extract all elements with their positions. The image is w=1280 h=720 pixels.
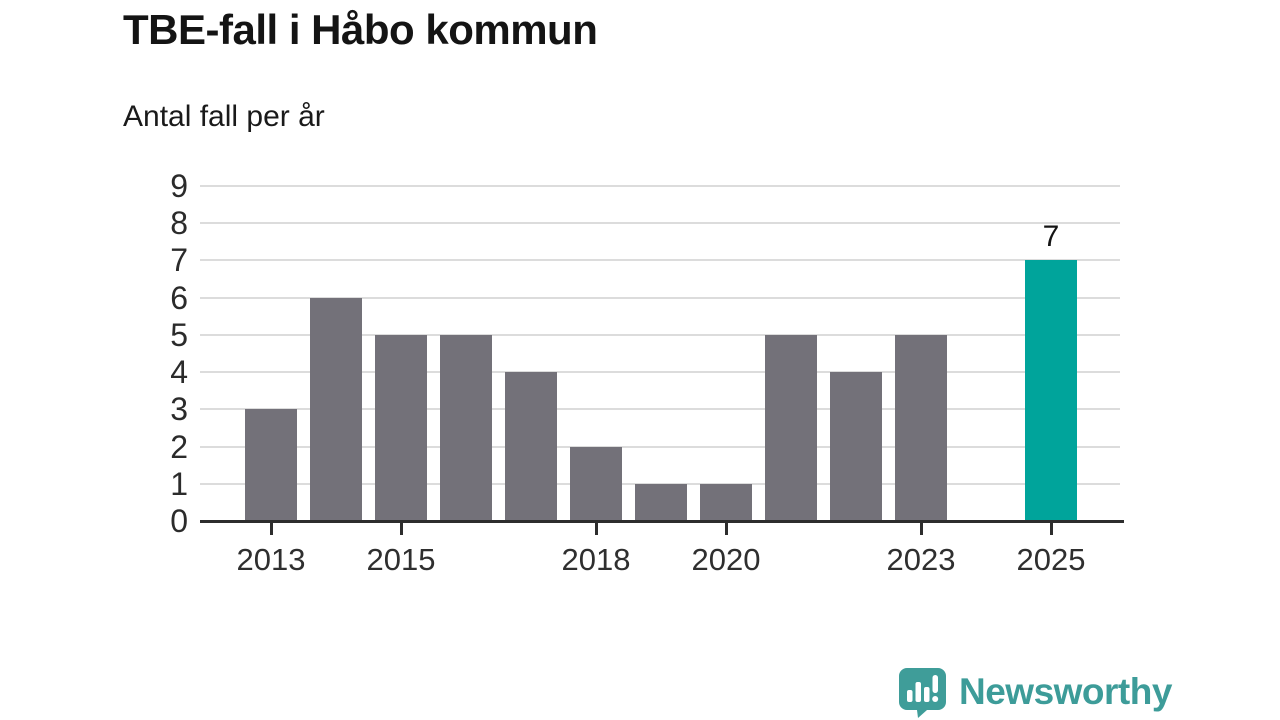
x-axis-label-2020: 2020 (691, 542, 761, 577)
gridline-y3 (200, 408, 1120, 411)
x-axis-line (200, 520, 1124, 523)
y-axis-label-1: 1 (170, 465, 188, 502)
gridline-y6 (200, 296, 1120, 299)
bar-2023 (895, 334, 947, 521)
bar-2015 (375, 334, 427, 521)
bar-value-label-2025: 7 (1042, 220, 1060, 254)
x-tick-2018 (594, 523, 598, 535)
chart-subtitle: Antal fall per år (123, 100, 325, 133)
x-tick-2023 (919, 523, 923, 535)
x-tick-2025 (1049, 523, 1053, 535)
y-axis-label-7: 7 (170, 242, 188, 279)
bar-2021 (765, 334, 817, 521)
gridline-y2 (200, 445, 1120, 448)
bar-2013 (245, 409, 297, 521)
x-tick-2013 (269, 523, 273, 535)
bar-2017 (505, 372, 557, 521)
y-axis-label-5: 5 (170, 316, 188, 353)
gridline-y4 (200, 371, 1120, 374)
bar-2018 (570, 446, 622, 521)
y-axis-label-2: 2 (170, 428, 188, 465)
bar-2020 (700, 483, 752, 521)
gridline-y8 (200, 222, 1120, 225)
x-tick-2020 (724, 523, 728, 535)
x-axis-label-2013: 2013 (236, 542, 306, 577)
chart-title: TBE-fall i Håbo kommun (123, 6, 598, 53)
gridline-y5 (200, 333, 1120, 336)
x-axis-label-2018: 2018 (561, 542, 631, 577)
y-axis-label-4: 4 (170, 354, 188, 391)
brand-name: Newsworthy (959, 671, 1172, 712)
x-axis-label-2025: 2025 (1016, 542, 1086, 577)
bar-2025 (1025, 260, 1077, 521)
y-axis-label-9: 9 (170, 168, 188, 204)
x-axis-label-2015: 2015 (366, 542, 436, 577)
gridline-y7 (200, 259, 1120, 262)
y-axis-label-8: 8 (170, 205, 188, 242)
bar-2022 (830, 372, 882, 521)
bar-2019 (635, 483, 687, 521)
x-tick-2015 (399, 523, 403, 535)
x-axis-label-2023: 2023 (886, 542, 956, 577)
gridline-y9 (200, 185, 1120, 187)
bar-2016 (440, 334, 492, 521)
bar-2014 (310, 297, 362, 521)
brand-footer: Newsworthy (897, 666, 1172, 718)
y-axis-label-3: 3 (170, 391, 188, 428)
y-axis-label-6: 6 (170, 279, 188, 316)
y-axis-label-0: 0 (170, 503, 188, 539)
newsworthy-logo-icon (899, 668, 946, 718)
